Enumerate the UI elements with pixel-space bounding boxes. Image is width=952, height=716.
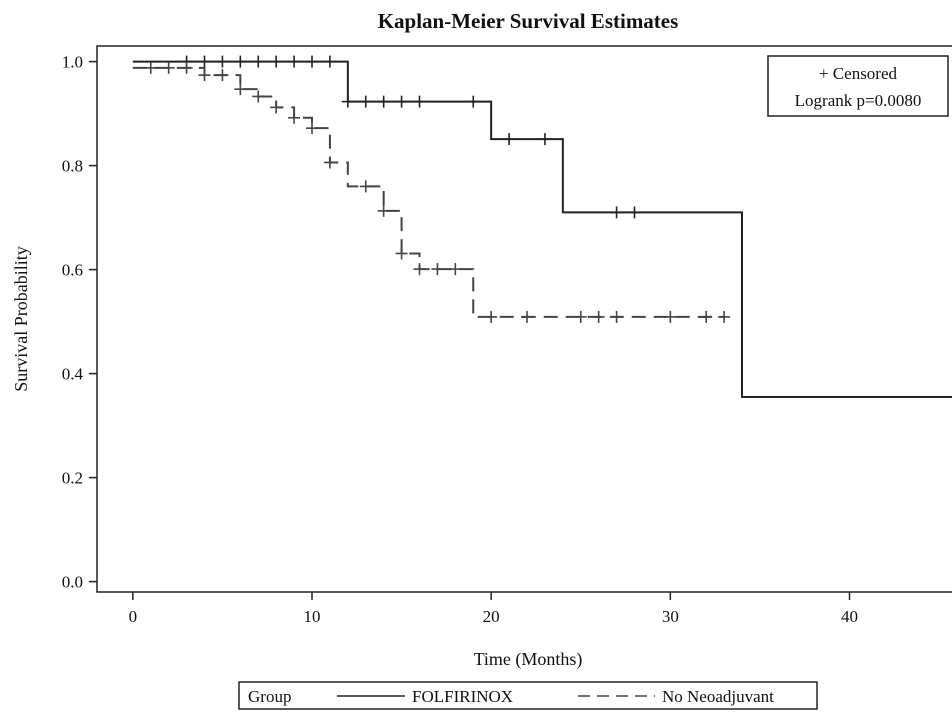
- censor-mark-no-neoadjuvant: [270, 101, 283, 114]
- censor-mark-folfirinox: [359, 95, 372, 108]
- censor-mark-folfirinox: [198, 55, 211, 68]
- censor-mark-no-neoadjuvant: [413, 263, 426, 276]
- censor-mark-no-neoadjuvant: [144, 61, 157, 74]
- y-tick-label: 0.2: [62, 469, 83, 488]
- censor-mark-no-neoadjuvant: [718, 310, 731, 323]
- censor-mark-no-neoadjuvant: [306, 122, 318, 135]
- censor-mark-folfirinox: [216, 55, 229, 68]
- censor-mark-no-neoadjuvant: [162, 61, 175, 74]
- censor-mark-no-neoadjuvant: [521, 310, 533, 323]
- censor-mark-folfirinox: [628, 206, 641, 219]
- censor-mark-folfirinox: [234, 55, 247, 68]
- censor-mark-folfirinox: [306, 55, 318, 68]
- y-tick-label: 0.0: [62, 573, 83, 592]
- censor-mark-no-neoadjuvant: [252, 90, 265, 103]
- censor-mark-no-neoadjuvant: [395, 247, 408, 260]
- censor-mark-no-neoadjuvant: [449, 263, 462, 276]
- annotation-box: + Censored Logrank p=0.0080: [767, 55, 949, 117]
- censored-label: + Censored: [819, 64, 898, 83]
- legend: Group FOLFIRINOX No Neoadjuvant: [238, 681, 818, 710]
- survival-curve-no-neoadjuvant: [132, 66, 725, 318]
- y-axis: 0.0 0.2 0.4 0.6 0.8 1.0: [62, 53, 97, 592]
- censor-mark-no-neoadjuvant: [592, 310, 605, 323]
- y-axis-label: Survival Probability: [11, 246, 31, 392]
- censor-mark-no-neoadjuvant: [610, 310, 623, 323]
- censor-mark-folfirinox: [270, 55, 283, 68]
- x-tick-label: 20: [483, 607, 500, 626]
- censor-mark-no-neoadjuvant: [377, 204, 390, 217]
- censor-mark-no-neoadjuvant: [234, 83, 247, 96]
- censor-mark-folfirinox: [467, 95, 480, 108]
- censor-mark-no-neoadjuvant: [323, 156, 336, 169]
- x-axis: 0 10 20 30 40: [129, 592, 858, 626]
- legend-frame: [238, 681, 818, 710]
- censor-mark-folfirinox: [288, 55, 301, 68]
- censor-mark-no-neoadjuvant: [431, 263, 444, 276]
- plot-frame: [96, 45, 952, 593]
- annotation-frame: [767, 55, 949, 117]
- censor-mark-folfirinox: [377, 95, 390, 108]
- censor-mark-no-neoadjuvant: [216, 69, 229, 82]
- x-tick-label: 40: [841, 607, 858, 626]
- censor-mark-folfirinox: [538, 133, 551, 146]
- y-tick-label: 0.6: [62, 261, 83, 280]
- censor-mark-no-neoadjuvant: [485, 310, 498, 323]
- censor-mark-no-neoadjuvant: [664, 310, 677, 323]
- legend-title: Group: [248, 687, 291, 706]
- censor-mark-folfirinox: [503, 133, 516, 146]
- y-tick-label: 1.0: [62, 53, 83, 72]
- censor-mark-folfirinox: [395, 95, 408, 108]
- censor-mark-folfirinox: [610, 206, 623, 219]
- survival-curve-folfirinox: [132, 60, 952, 398]
- censor-mark-folfirinox: [341, 95, 354, 108]
- censor-mark-no-neoadjuvant: [198, 69, 211, 82]
- x-tick-label: 30: [662, 607, 679, 626]
- y-tick-label: 0.4: [62, 365, 84, 384]
- censor-mark-folfirinox: [323, 55, 336, 68]
- x-tick-label: 10: [304, 607, 321, 626]
- x-tick-label: 0: [129, 607, 138, 626]
- censor-mark-folfirinox: [413, 95, 426, 108]
- censor-mark-no-neoadjuvant: [288, 111, 301, 124]
- series-layer: [132, 55, 952, 398]
- censor-mark-no-neoadjuvant: [359, 180, 372, 193]
- legend-label-folfirinox: FOLFIRINOX: [412, 687, 513, 706]
- censor-mark-no-neoadjuvant: [700, 310, 713, 323]
- y-tick-label: 0.8: [62, 157, 83, 176]
- x-axis-label: Time (Months): [474, 649, 583, 670]
- legend-label-no-neoadjuvant: No Neoadjuvant: [662, 687, 774, 706]
- plot-area: 0.0 0.2 0.4 0.6 0.8 1.0 0 10 20 30 40: [62, 45, 952, 626]
- logrank-label: Logrank p=0.0080: [795, 91, 922, 110]
- censor-mark-folfirinox: [252, 55, 265, 68]
- censor-mark-no-neoadjuvant: [180, 61, 193, 74]
- chart-title: Kaplan-Meier Survival Estimates: [378, 9, 679, 33]
- censor-mark-no-neoadjuvant: [574, 310, 587, 323]
